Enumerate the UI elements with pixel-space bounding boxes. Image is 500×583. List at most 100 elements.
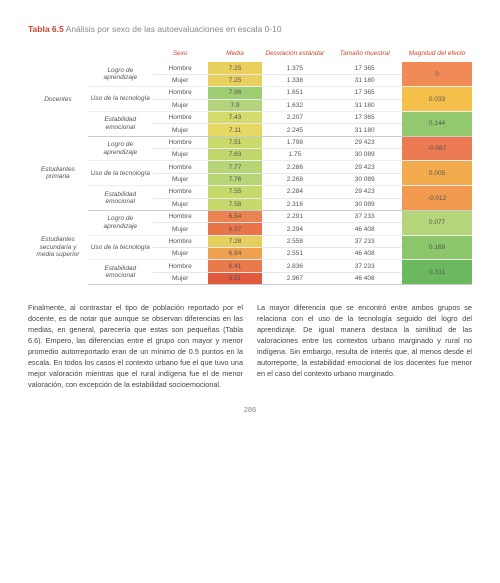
dimension-label: Uso de la tecnología — [88, 161, 153, 186]
desv-cell: 2.268 — [262, 173, 327, 185]
n-cell: 46 408 — [327, 223, 402, 235]
effect-cell: 0.033 — [402, 87, 472, 112]
sex-label: Hombre — [153, 136, 208, 148]
media-cell: 7.77 — [208, 161, 263, 173]
paragraph-left: Finalmente, al contrastar el tipo de pob… — [28, 303, 243, 391]
media-cell: 6.84 — [208, 248, 263, 260]
dimension-label: Estabilidad emocional — [88, 186, 153, 211]
table-body: DocentesLogro de aprendizajeHombre7.251.… — [28, 62, 472, 284]
desv-cell: 1.338 — [262, 74, 327, 86]
dimension-label: Logro de aprendizaje — [88, 62, 153, 86]
n-cell: 30 089 — [327, 173, 402, 185]
n-cell: 29 423 — [327, 161, 402, 173]
sex-label: Mujer — [153, 248, 208, 260]
media-cell: 7.76 — [208, 173, 263, 185]
page-number: 286 — [28, 405, 472, 414]
desv-cell: 2.291 — [262, 210, 327, 222]
desv-cell: 2.207 — [262, 111, 327, 123]
media-cell: 6.54 — [208, 210, 263, 222]
group-label: Docentes — [28, 62, 88, 136]
sex-label: Mujer — [153, 198, 208, 210]
sex-label: Mujer — [153, 272, 208, 284]
n-cell: 37 233 — [327, 235, 402, 247]
sex-label: Mujer — [153, 173, 208, 185]
col-efecto: Magnitud del efecto — [402, 48, 472, 62]
media-cell: 7.96 — [208, 87, 263, 99]
media-cell: 7.43 — [208, 111, 263, 123]
desv-cell: 1.798 — [262, 136, 327, 148]
sex-label: Mujer — [153, 74, 208, 86]
n-cell: 46 408 — [327, 248, 402, 260]
table-title-text: Análisis por sexo de las autoevaluacione… — [66, 24, 282, 34]
table-number: Tabla 6.5 — [28, 24, 64, 34]
effect-cell: 0 — [402, 62, 472, 86]
effect-cell: 0.311 — [402, 260, 472, 285]
n-cell: 29 423 — [327, 186, 402, 198]
media-cell: 7.9 — [208, 99, 263, 111]
n-cell: 31 180 — [327, 124, 402, 136]
sex-label: Hombre — [153, 87, 208, 99]
group-label: Estudiantes secundaria y media superior — [28, 210, 88, 284]
effect-cell: -0.067 — [402, 136, 472, 161]
media-cell: 7.25 — [208, 74, 263, 86]
n-cell: 17 365 — [327, 62, 402, 74]
media-cell: 7.11 — [208, 124, 263, 136]
col-sexo: Sexo — [153, 48, 208, 62]
media-cell: 6.37 — [208, 223, 263, 235]
dimension-label: Logro de aprendizaje — [88, 210, 153, 235]
desv-cell: 2.836 — [262, 260, 327, 272]
sex-label: Hombre — [153, 111, 208, 123]
sex-label: Hombre — [153, 235, 208, 247]
desv-cell: 1.632 — [262, 99, 327, 111]
media-cell: 5.51 — [208, 272, 263, 284]
data-table: Sexo Media Desviación estándar Tamaño mu… — [28, 48, 472, 285]
col-desv: Desviación estándar — [262, 48, 327, 62]
n-cell: 17 365 — [327, 87, 402, 99]
media-cell: 7.58 — [208, 198, 263, 210]
n-cell: 31 180 — [327, 99, 402, 111]
dimension-label: Estabilidad emocional — [88, 260, 153, 285]
desv-cell: 2.551 — [262, 248, 327, 260]
n-cell: 30 089 — [327, 198, 402, 210]
body-columns: Finalmente, al contrastar el tipo de pob… — [28, 303, 472, 391]
dimension-label: Logro de aprendizaje — [88, 136, 153, 161]
sex-label: Mujer — [153, 149, 208, 161]
paragraph-right: La mayor diferencia que se encontró entr… — [257, 303, 472, 391]
n-cell: 30 089 — [327, 149, 402, 161]
page: Tabla 6.5 Análisis por sexo de las autoe… — [0, 0, 500, 432]
dimension-label: Uso de la tecnología — [88, 87, 153, 112]
desv-cell: 2.316 — [262, 198, 327, 210]
media-cell: 7.51 — [208, 136, 263, 148]
effect-cell: 0.005 — [402, 161, 472, 186]
media-cell: 7.28 — [208, 235, 263, 247]
sex-label: Mujer — [153, 223, 208, 235]
effect-cell: -0.012 — [402, 186, 472, 211]
sex-label: Hombre — [153, 210, 208, 222]
media-cell: 7.63 — [208, 149, 263, 161]
desv-cell: 2.294 — [262, 223, 327, 235]
n-cell: 46 408 — [327, 272, 402, 284]
col-media: Media — [208, 48, 263, 62]
sex-label: Mujer — [153, 99, 208, 111]
sex-label: Hombre — [153, 62, 208, 74]
sex-label: Hombre — [153, 161, 208, 173]
n-cell: 17 365 — [327, 111, 402, 123]
group-label: Estudiantes primaria — [28, 136, 88, 210]
media-cell: 6.41 — [208, 260, 263, 272]
desv-cell: 2.245 — [262, 124, 327, 136]
dimension-label: Estabilidad emocional — [88, 111, 153, 136]
n-cell: 31 180 — [327, 74, 402, 86]
sex-label: Hombre — [153, 186, 208, 198]
sex-label: Mujer — [153, 124, 208, 136]
desv-cell: 2.286 — [262, 161, 327, 173]
n-cell: 37 233 — [327, 260, 402, 272]
desv-cell: 1.375 — [262, 62, 327, 74]
n-cell: 37 233 — [327, 210, 402, 222]
sex-label: Hombre — [153, 260, 208, 272]
desv-cell: 2.284 — [262, 186, 327, 198]
desv-cell: 2.967 — [262, 272, 327, 284]
desv-cell: 1.651 — [262, 87, 327, 99]
table-head: Sexo Media Desviación estándar Tamaño mu… — [28, 48, 472, 62]
effect-cell: 0.077 — [402, 210, 472, 235]
n-cell: 29 423 — [327, 136, 402, 148]
